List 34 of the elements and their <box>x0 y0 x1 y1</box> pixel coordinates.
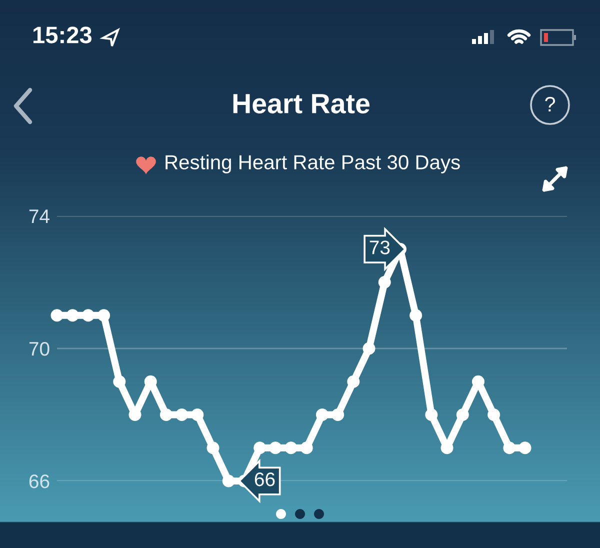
chart-title: Heart Rate <box>233 94 370 114</box>
point <box>284 442 298 454</box>
text: ? <box>545 96 556 112</box>
point <box>362 342 376 355</box>
point <box>50 309 64 322</box>
point <box>300 442 313 454</box>
point <box>222 474 235 488</box>
point <box>378 276 391 288</box>
y-tick-label: 74 <box>29 210 50 224</box>
data-label: 73 <box>370 240 390 254</box>
data-label: 66 <box>254 472 275 486</box>
point <box>176 408 188 421</box>
point <box>332 408 344 421</box>
point <box>425 408 438 421</box>
point <box>160 408 172 421</box>
point <box>316 408 328 421</box>
point <box>82 309 94 322</box>
point <box>347 375 360 388</box>
point <box>98 309 110 322</box>
point <box>269 442 282 454</box>
point <box>66 309 79 322</box>
point <box>410 309 422 322</box>
point <box>518 442 532 454</box>
point <box>488 408 500 421</box>
point <box>206 442 220 454</box>
point <box>503 442 516 454</box>
y-tick-label: 66 <box>29 474 50 488</box>
y-tick-label: 70 <box>29 342 50 356</box>
point <box>456 408 469 421</box>
point <box>113 375 126 388</box>
chart-subtitle: Resting Heart Rate Past 30 Days <box>166 154 460 174</box>
point <box>191 408 204 421</box>
point <box>254 442 266 454</box>
text: 15:23 <box>33 26 92 44</box>
